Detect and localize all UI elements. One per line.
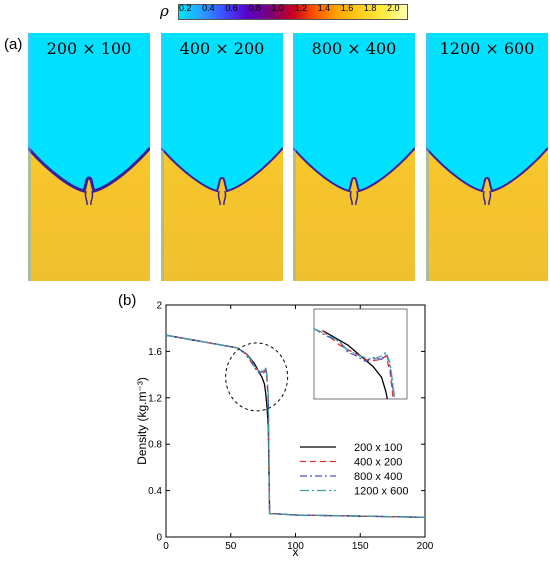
legend-label: 200 x 100 (354, 442, 402, 454)
simulation-resolution-title: 1200 × 600 (439, 39, 535, 58)
x-tick-label: 100 (287, 541, 304, 552)
series-line (165, 334, 426, 518)
colorbar-tick-label: 0.2 (179, 3, 192, 13)
simulation-resolution-title: 800 × 400 (311, 39, 397, 58)
density-field (160, 33, 284, 281)
legend-label: 800 x 400 (354, 471, 402, 483)
legend-label: 1200 x 600 (354, 486, 408, 498)
density-field (26, 33, 152, 281)
simulation-panel: 1200 × 600 (425, 33, 549, 281)
y-axis-label: Density (kg.m⁻³) (135, 377, 149, 465)
x-tick-label: 150 (352, 541, 369, 552)
simulation-resolution-title: 200 × 100 (46, 39, 132, 58)
simulation-panel: 400 × 200 (160, 33, 284, 281)
colorbar-tick-label: 2.0 (387, 3, 400, 13)
density-field (292, 33, 416, 281)
y-tick-label: 0.8 (148, 440, 162, 451)
y-tick-label: 0.4 (148, 486, 162, 497)
colorbar-tick-label: 1.0 (271, 3, 284, 13)
simulation-resolution-title: 400 × 200 (179, 39, 265, 58)
inset-series-line (314, 328, 396, 399)
x-tick-label: 0 (163, 541, 169, 552)
colorbar-ticks: 0.2 0.4 0.6 0.8 1.0 1.2 1.4 1.6 1.8 2.0 (178, 3, 406, 32)
x-tick-label: 200 (417, 541, 434, 552)
inset-series-line (322, 330, 388, 399)
colorbar-tick-label: 1.8 (363, 3, 377, 13)
y-tick-label: 0 (156, 533, 162, 544)
x-tick-label: 50 (225, 541, 237, 552)
colorbar-tick-label: 0.4 (202, 3, 215, 13)
legend-label: 400 x 200 (354, 457, 402, 469)
colorbar-tick-label: 1.4 (317, 3, 331, 13)
colorbar-tick-label: 1.6 (340, 3, 354, 13)
panel-a-label: (a) (4, 36, 23, 53)
simulation-panel: 800 × 400 (292, 33, 416, 281)
colorbar-tick-label: 1.2 (294, 3, 308, 13)
y-tick-label: 1.2 (148, 393, 162, 404)
colorbar-symbol: ρ (160, 2, 169, 20)
simulation-panel: 200 × 100 (26, 33, 152, 281)
density-field (425, 33, 549, 281)
x-axis-label: x (293, 545, 299, 559)
colorbar-tick-label: 0.6 (225, 3, 238, 13)
y-tick-label: 2 (156, 301, 162, 312)
panel-b-label: (b) (118, 292, 137, 309)
inset-series-line (322, 330, 394, 399)
y-tick-label: 1.6 (148, 347, 162, 358)
colorbar-tick-label: 0.8 (248, 3, 261, 13)
zoom-highlight-circle (225, 342, 289, 412)
colorbar (178, 4, 408, 20)
